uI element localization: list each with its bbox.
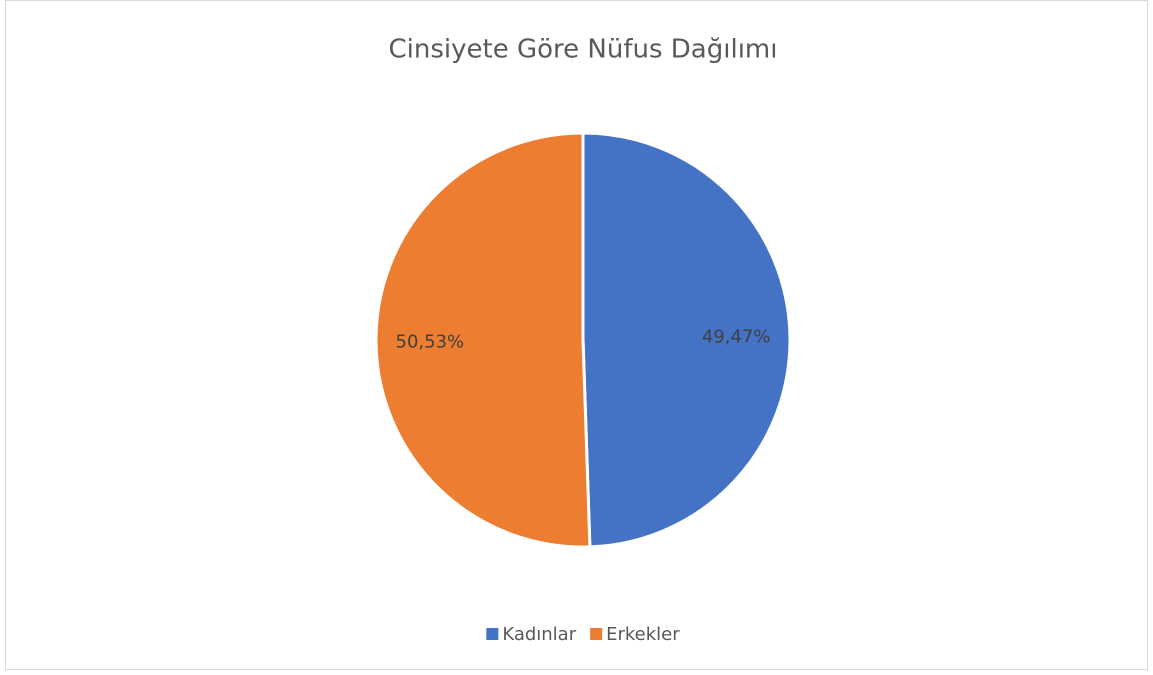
- legend-swatch: [486, 628, 499, 640]
- data-label: 50,53%: [396, 332, 465, 353]
- pie-slice: [374, 131, 592, 549]
- legend-label: Erkekler: [606, 624, 680, 645]
- legend-swatch: [590, 628, 603, 640]
- legend-label: Kadınlar: [502, 624, 576, 645]
- chart-title: Cinsiyete Göre Nüfus Dağılımı: [389, 35, 778, 65]
- data-label: 49,47%: [702, 326, 771, 347]
- pie-slice: [581, 131, 792, 549]
